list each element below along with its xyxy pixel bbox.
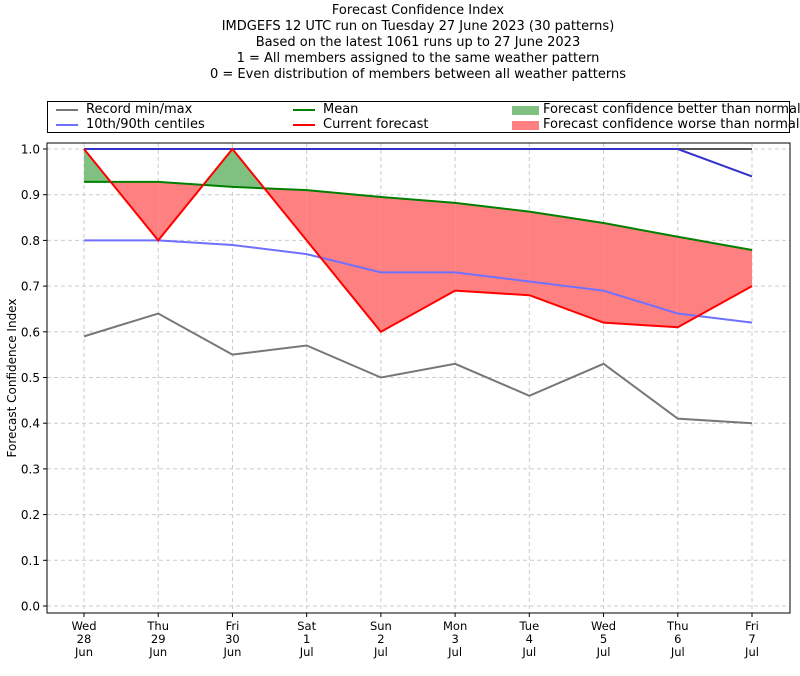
x-tick-label: Wed — [591, 619, 616, 633]
fill-worse-than-normal — [455, 202, 530, 296]
legend: Record min/max 10th/90th centiles Mean C… — [47, 101, 800, 133]
legend-item-worse-than-normal: Forecast confidence worse than normal — [512, 118, 800, 132]
legend-swatch-centiles — [56, 124, 78, 126]
x-tick-label: Thu — [666, 619, 689, 633]
legend-item-current-forecast: Current forecast — [293, 118, 429, 132]
legend-item-centiles: 10th/90th centiles — [56, 118, 205, 132]
chart-subtitle-scale-1: 1 = All members assigned to the same wea… — [236, 51, 600, 66]
x-tick-label: Fri — [226, 619, 240, 633]
x-tick-label: 7 — [748, 632, 755, 646]
y-tick-label: 0.8 — [21, 234, 40, 248]
fill-areas — [84, 149, 752, 332]
x-tick-label: Jul — [373, 645, 388, 659]
y-tick-label: 0.9 — [21, 188, 40, 202]
series-lines — [83, 147, 753, 425]
x-tick-label: 29 — [151, 632, 166, 646]
legend-swatch-better — [512, 105, 539, 115]
legend-label: 10th/90th centiles — [86, 117, 205, 132]
legend-swatch-worse — [512, 120, 539, 130]
series-line-90th-centile — [84, 148, 753, 178]
legend-item-better-than-normal: Forecast confidence better than normal — [512, 103, 800, 117]
x-tick-label: 28 — [77, 632, 92, 646]
chart-subtitle-scale-0: 0 = Even distribution of members between… — [209, 67, 627, 82]
x-tick-label: Jun — [222, 645, 241, 659]
y-axis: 0.0 0.1 0.2 0.3 0.4 0.5 0.6 0.7 0.8 0.9 1.0 — [21, 143, 47, 614]
legend-label: Forecast confidence worse than normal — [543, 117, 800, 132]
fill-worse-than-normal — [603, 223, 678, 328]
y-tick-label: 0.0 — [21, 600, 40, 614]
y-tick-label: 1.0 — [21, 143, 40, 157]
series-line-10th-centile — [84, 239, 753, 324]
x-tick-label: 3 — [451, 632, 458, 646]
legend-item-record-minmax: Record min/max — [56, 103, 192, 117]
x-axis: Wed28JunThu29JunFri30JunSat1JulSun2JulMo… — [71, 613, 759, 659]
x-tick-label: Jul — [447, 645, 462, 659]
legend-item-mean: Mean — [293, 103, 358, 117]
fill-worse-than-normal — [380, 196, 456, 332]
y-tick-label: 0.5 — [21, 371, 40, 385]
x-tick-label: Sun — [370, 619, 392, 633]
y-axis-label: Forecast Confidence Index — [5, 299, 19, 458]
x-tick-label: Jun — [74, 645, 93, 659]
y-tick-label: 0.3 — [21, 462, 40, 476]
x-tick-label: Mon — [443, 619, 467, 633]
legend-label: Current forecast — [323, 117, 429, 132]
x-tick-label: 6 — [674, 632, 681, 646]
y-tick-label: 0.7 — [21, 280, 40, 294]
x-tick-label: 30 — [225, 632, 240, 646]
chart-subtitle-based-on: Based on the latest 1061 runs up to 27 J… — [255, 35, 581, 50]
x-tick-label: Thu — [146, 619, 169, 633]
x-tick-label: Sat — [297, 619, 316, 633]
chart-subtitle-run: IMDGEFS 12 UTC run on Tuesday 27 June 20… — [221, 19, 615, 34]
x-tick-label: 2 — [377, 632, 384, 646]
series-line-current-forecast — [83, 147, 753, 334]
legend-swatch-current-forecast — [293, 124, 315, 126]
legend-label: Mean — [323, 102, 359, 117]
x-tick-label: Jul — [521, 645, 536, 659]
fill-worse-than-normal — [529, 211, 604, 323]
x-tick-label: Jun — [148, 645, 167, 659]
x-tick-label: Jul — [670, 645, 685, 659]
x-tick-label: Jul — [596, 645, 611, 659]
x-tick-label: Wed — [71, 619, 96, 633]
x-tick-label: Tue — [519, 619, 540, 633]
legend-swatch-record-minmax — [56, 109, 78, 111]
chart-title-block: Forecast Confidence Index IMDGEFS 12 UTC… — [0, 3, 800, 83]
chart-title: Forecast Confidence Index — [331, 3, 505, 18]
series-line-mean — [84, 180, 753, 251]
x-tick-label: Fri — [745, 619, 759, 633]
legend-label: Forecast confidence better than normal — [543, 102, 800, 117]
series-line-record-min — [83, 312, 753, 425]
fill-worse-than-normal — [306, 190, 381, 332]
x-tick-label: Jul — [744, 645, 759, 659]
y-tick-label: 0.2 — [21, 508, 40, 522]
x-tick-label: 1 — [303, 632, 310, 646]
y-tick-label: 0.1 — [21, 554, 40, 568]
x-tick-label: Jul — [299, 645, 314, 659]
x-tick-label: 4 — [526, 632, 533, 646]
legend-swatch-mean — [293, 109, 315, 111]
x-tick-label: 5 — [600, 632, 607, 646]
y-tick-label: 0.6 — [21, 325, 40, 339]
fill-worse-than-normal — [677, 236, 752, 328]
legend-label: Record min/max — [86, 102, 193, 117]
y-tick-label: 0.4 — [21, 417, 40, 431]
